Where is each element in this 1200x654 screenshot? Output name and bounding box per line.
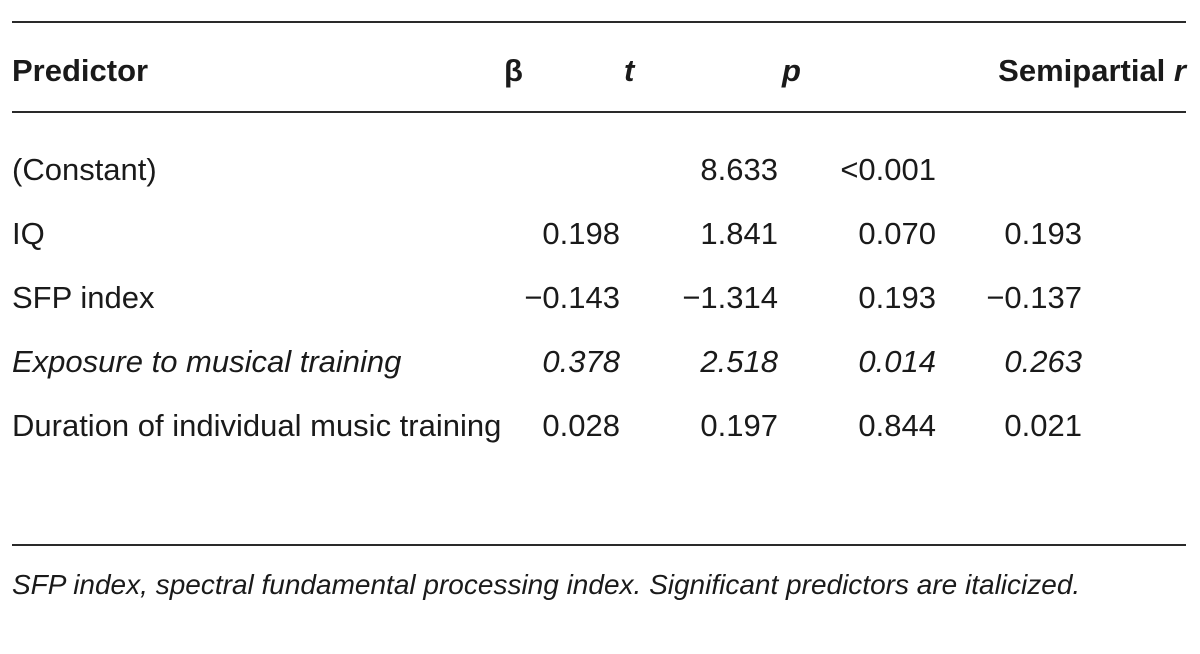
header-row: Predictor β t p Semipartial r bbox=[12, 40, 1186, 102]
cell-beta bbox=[502, 138, 620, 202]
header-semipartial-r: Semipartial r bbox=[936, 40, 1186, 102]
header-semipartial-r-symbol: r bbox=[1173, 53, 1186, 88]
cell-predictor: (Constant) bbox=[12, 152, 157, 187]
cell-p: 0.070 bbox=[858, 216, 936, 251]
cell-r: −0.137 bbox=[986, 280, 1082, 315]
table-footnote: SFP index, spectral fundamental processi… bbox=[12, 569, 1081, 600]
header-p: p bbox=[782, 53, 801, 88]
cell-beta: 0.378 bbox=[542, 344, 620, 379]
header-beta: β bbox=[504, 53, 523, 88]
cell-beta: 0.198 bbox=[542, 216, 620, 251]
cell-r: 0.193 bbox=[1004, 216, 1082, 251]
cell-t: 8.633 bbox=[700, 152, 778, 187]
bottom-rule bbox=[12, 544, 1186, 546]
cell-p: 0.014 bbox=[858, 344, 936, 379]
cell-t: 0.197 bbox=[700, 408, 778, 443]
table-row: (Constant) 8.633 <0.001 bbox=[12, 138, 1186, 202]
cell-p: 0.193 bbox=[858, 280, 936, 315]
table-row: SFP index −0.143 −1.314 0.193 −0.137 bbox=[12, 266, 1186, 330]
cell-p: <0.001 bbox=[840, 152, 936, 187]
cell-r bbox=[936, 138, 1186, 202]
table-row: IQ 0.198 1.841 0.070 0.193 bbox=[12, 202, 1186, 266]
cell-beta: 0.028 bbox=[542, 408, 620, 443]
table-row: Duration of individual music training 0.… bbox=[12, 394, 1186, 458]
cell-t: −1.314 bbox=[682, 280, 778, 315]
cell-predictor: SFP index bbox=[12, 280, 155, 315]
cell-predictor: IQ bbox=[12, 216, 45, 251]
regression-table: Predictor β t p Semipartial r (Constant)… bbox=[12, 40, 1186, 458]
cell-predictor: Exposure to musical training bbox=[12, 344, 402, 379]
cell-p: 0.844 bbox=[858, 408, 936, 443]
top-rule bbox=[12, 21, 1186, 23]
header-t: t bbox=[624, 53, 635, 88]
table-row: Exposure to musical training 0.378 2.518… bbox=[12, 330, 1186, 394]
cell-t: 2.518 bbox=[700, 344, 778, 379]
cell-beta: −0.143 bbox=[524, 280, 620, 315]
cell-r: 0.021 bbox=[1004, 408, 1082, 443]
header-predictor: Predictor bbox=[12, 53, 149, 88]
header-rule bbox=[12, 111, 1186, 113]
cell-predictor: Duration of individual music training bbox=[12, 408, 502, 443]
cell-r: 0.263 bbox=[1004, 344, 1082, 379]
table-spacer bbox=[12, 102, 1186, 138]
cell-t: 1.841 bbox=[700, 216, 778, 251]
header-semipartial-label: Semipartial bbox=[998, 53, 1174, 88]
